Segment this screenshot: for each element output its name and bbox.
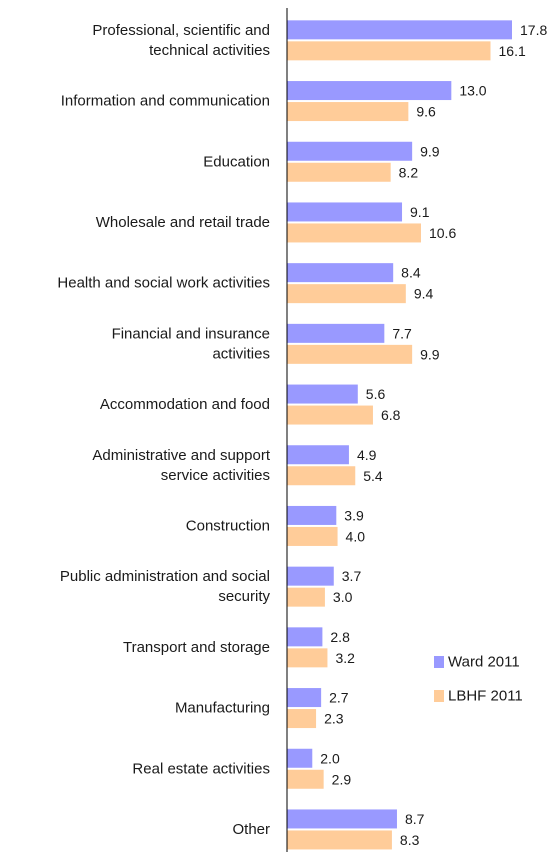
data-label: 2.8 [330, 629, 350, 645]
bar-ward-2011 [287, 263, 394, 283]
bars-layer [287, 20, 512, 850]
data-label: 2.3 [324, 711, 344, 727]
bar-lbhf-2011 [287, 162, 391, 182]
data-label: 9.4 [414, 286, 434, 302]
bar-ward-2011 [287, 20, 512, 40]
data-label: 4.0 [346, 528, 366, 544]
bar-ward-2011 [287, 748, 313, 768]
data-label: 3.7 [342, 568, 362, 584]
data-label: 9.6 [416, 104, 436, 120]
data-label: 17.8 [520, 22, 547, 38]
bar-ward-2011 [287, 141, 413, 161]
legend-swatch-lbhf-2011 [434, 690, 444, 702]
data-label: 16.1 [499, 43, 526, 59]
category-label: Accommodation and food [100, 396, 270, 413]
bar-lbhf-2011 [287, 344, 413, 364]
bar-lbhf-2011 [287, 102, 409, 122]
bar-lbhf-2011 [287, 648, 328, 668]
data-label: 3.2 [335, 650, 355, 666]
category-label: Manufacturing [175, 700, 270, 717]
data-label: 8.2 [399, 164, 419, 180]
data-label: 2.9 [332, 771, 352, 787]
bar-lbhf-2011 [287, 466, 356, 486]
data-label: 4.9 [357, 447, 377, 463]
data-label: 2.7 [329, 690, 349, 706]
legend-label: Ward 2011 [448, 654, 520, 671]
data-label: 5.6 [366, 386, 386, 402]
bar-lbhf-2011 [287, 709, 317, 729]
data-label: 5.4 [363, 468, 383, 484]
data-label: 13.0 [459, 83, 486, 99]
bar-ward-2011 [287, 688, 322, 708]
category-label: security [218, 588, 270, 605]
data-label: 8.7 [405, 811, 425, 827]
data-label: 2.0 [320, 750, 340, 766]
bar-lbhf-2011 [287, 769, 324, 789]
category-label: Real estate activities [132, 760, 270, 777]
bar-lbhf-2011 [287, 587, 325, 607]
bar-ward-2011 [287, 323, 385, 343]
bar-lbhf-2011 [287, 405, 373, 425]
category-label: Financial and insurance [112, 325, 270, 342]
legend-swatch-ward-2011 [434, 656, 444, 668]
category-label: Administrative and support [92, 447, 270, 464]
bar-ward-2011 [287, 81, 452, 101]
data-label: 3.9 [344, 507, 364, 523]
category-label: service activities [161, 467, 270, 484]
category-label: Construction [186, 517, 270, 534]
bar-ward-2011 [287, 202, 403, 222]
legend-label: LBHF 2011 [448, 688, 523, 705]
data-label: 7.7 [392, 325, 412, 341]
category-label: Transport and storage [123, 639, 270, 656]
bar-lbhf-2011 [287, 526, 338, 546]
category-label: technical activities [149, 42, 270, 59]
category-label: Professional, scientific and [92, 22, 270, 39]
data-label: 9.9 [420, 346, 440, 362]
bar-ward-2011 [287, 505, 337, 525]
bar-ward-2011 [287, 566, 334, 586]
bar-ward-2011 [287, 627, 323, 647]
bar-lbhf-2011 [287, 284, 406, 304]
category-label: Other [232, 821, 270, 838]
category-label: Information and communication [61, 93, 270, 110]
bar-ward-2011 [287, 445, 349, 465]
data-label: 9.1 [410, 204, 430, 220]
bar-lbhf-2011 [287, 41, 491, 61]
data-label: 8.3 [400, 832, 420, 848]
category-label: Health and social work activities [57, 275, 270, 292]
data-label: 8.4 [401, 265, 421, 281]
bar-ward-2011 [287, 384, 358, 404]
legend: Ward 2011 LBHF 2011 [434, 654, 523, 705]
labels-layer: Professional, scientific and technical ac… [57, 22, 547, 848]
data-label: 3.0 [333, 589, 353, 605]
category-label: Wholesale and retail trade [96, 214, 270, 231]
bar-lbhf-2011 [287, 223, 421, 243]
data-label: 10.6 [429, 225, 456, 241]
bar-ward-2011 [287, 809, 397, 829]
category-label: activities [212, 345, 270, 362]
data-label: 6.8 [381, 407, 401, 423]
bar-lbhf-2011 [287, 830, 392, 850]
category-label: Public administration and social [60, 568, 270, 585]
category-label: Education [203, 153, 270, 170]
data-label: 9.9 [420, 143, 440, 159]
